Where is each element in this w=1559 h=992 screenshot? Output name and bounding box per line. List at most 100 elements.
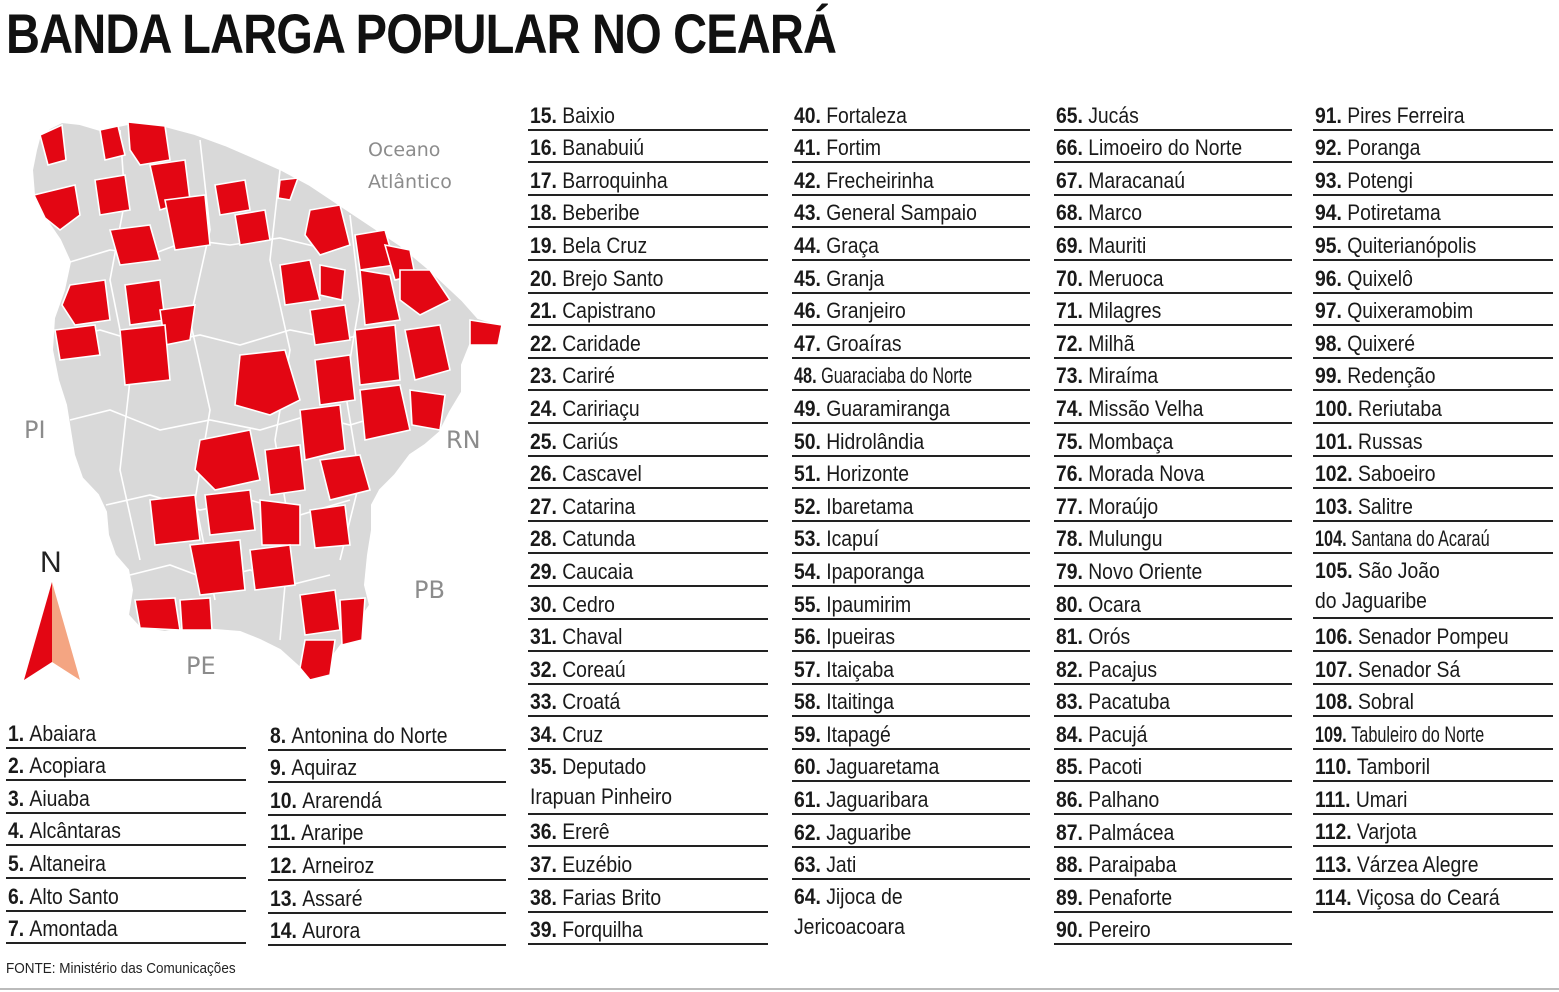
municipality-name: Ibaretama xyxy=(826,493,914,519)
municipality-number: 32. xyxy=(530,656,557,682)
municipality-name: Cruz xyxy=(562,721,604,747)
municipality-highlight xyxy=(32,184,81,232)
municipality-name: Potiretama xyxy=(1347,200,1441,226)
municipality-label: 23. Cariré xyxy=(530,364,615,388)
municipality-name-continued: Irapuan Pinheiro xyxy=(530,783,673,809)
municipality-name: Orós xyxy=(1088,624,1131,650)
municipality-label: 67. Maracanaú xyxy=(1056,168,1185,193)
municipality-highlight xyxy=(359,269,401,326)
municipality-number: 49. xyxy=(794,395,821,421)
source-note: FONTE: Ministério das Comunicações xyxy=(6,960,236,977)
municipality-number: 91. xyxy=(1315,102,1342,128)
municipality-name: Palhano xyxy=(1088,787,1160,813)
municipality-list-item: 22. Caridade xyxy=(528,326,768,359)
municipality-number: 11. xyxy=(270,820,296,846)
municipality-name: Morada Nova xyxy=(1088,461,1205,487)
compass-left-half xyxy=(24,582,52,680)
municipality-number: 52. xyxy=(794,493,821,519)
municipality-name: São João xyxy=(1357,558,1440,584)
municipality-label: 76. Morada Nova xyxy=(1056,462,1204,486)
municipality-label: 79. Novo Oriente xyxy=(1056,558,1203,584)
municipality-list-item: 88. Paraipaba xyxy=(1054,848,1292,881)
municipality-highlight xyxy=(279,259,321,306)
municipality-name-continued: do Jaguaribe xyxy=(1315,588,1427,614)
compass-right-half xyxy=(52,582,80,680)
municipality-number: 36. xyxy=(530,819,557,845)
municipality-name: Itaiçaba xyxy=(826,656,895,682)
municipality-label: 22. Caridade xyxy=(530,331,641,356)
municipality-label: 92. Poranga xyxy=(1315,136,1420,160)
municipality-list-item: 21. Capistrano xyxy=(528,294,768,327)
municipality-list-item: 58. Itaitinga xyxy=(792,685,1030,718)
municipality-name: Umari xyxy=(1355,786,1408,812)
municipality-list-item: 99. Redenção xyxy=(1313,359,1553,392)
municipality-number: 33. xyxy=(530,689,557,715)
municipality-number: 18. xyxy=(530,200,557,226)
municipality-name-continued: Jericoacoara xyxy=(794,914,905,940)
municipality-column: 8. Antonina do Norte 9. Aquiraz 10. Ararendá 1… xyxy=(268,718,506,947)
municipality-label: 26. Cascavel xyxy=(530,462,642,486)
municipality-name: Pereiro xyxy=(1088,917,1151,943)
municipality-name: Farias Brito xyxy=(562,884,662,910)
municipality-number: 114. xyxy=(1315,884,1352,910)
municipality-number: 6. xyxy=(8,883,25,909)
municipality-column: 15. Baixio 16. Banabuiú 17. Barroquinha 18. Beb… xyxy=(528,98,768,946)
municipality-number: 44. xyxy=(794,232,821,258)
municipality-number: 56. xyxy=(794,624,821,650)
municipality-number: 5. xyxy=(8,850,25,876)
municipality-number: 25. xyxy=(530,428,557,454)
municipality-list-item: 91. Pires Ferreira xyxy=(1313,98,1553,131)
municipality-label: 14. Aurora xyxy=(270,919,360,943)
municipality-column: 1. Abaiara 2. Acopiara 3. Aiuaba 4. Alcântaras 5… xyxy=(6,716,246,945)
municipality-label: 101. Russas xyxy=(1315,429,1423,454)
municipality-number: 65. xyxy=(1056,102,1083,128)
municipality-name: Missão Velha xyxy=(1088,395,1204,421)
municipality-label: 45. Granja xyxy=(794,265,885,291)
municipality-label: 3. Aiuaba xyxy=(8,786,90,811)
municipality-number: 106. xyxy=(1315,623,1353,649)
municipality-list-item: 94. Potiretama xyxy=(1313,196,1553,229)
municipality-list-item: 18. Beberibe xyxy=(528,196,768,229)
municipality-name: Pacatuba xyxy=(1088,689,1171,715)
municipality-label: 16. Banabuiú xyxy=(530,136,644,160)
municipality-number: 38. xyxy=(530,884,557,910)
municipality-name: Granja xyxy=(826,265,885,291)
municipality-list-item: 2. Acopiara xyxy=(6,749,246,782)
municipality-number: 35. xyxy=(530,753,557,779)
municipality-list-item: 98. Quixeré xyxy=(1313,326,1553,359)
municipality-name: Jati xyxy=(826,852,857,878)
municipality-number: 88. xyxy=(1056,852,1083,878)
municipality-number: 104. xyxy=(1315,526,1347,552)
municipality-number: 42. xyxy=(794,167,821,193)
municipality-name: Groaíras xyxy=(826,330,902,356)
municipality-list-item: 35. Deputado Irapuan Pinheiro xyxy=(528,750,768,815)
municipality-list-item: 36. Ererê xyxy=(528,815,768,848)
municipality-list-item: 4. Alcântaras xyxy=(6,814,246,847)
municipality-name: Potengi xyxy=(1347,167,1413,193)
municipality-label: 54. Ipaporanga xyxy=(794,559,924,584)
municipality-label: 94. Potiretama xyxy=(1315,201,1441,225)
footer-divider xyxy=(0,988,1559,990)
municipality-list-item: 20. Brejo Santo xyxy=(528,261,768,294)
municipality-label: 81. Orós xyxy=(1056,625,1130,649)
municipality-label: 77. Moraújo xyxy=(1056,494,1158,519)
municipality-name: Santana do Acaraú xyxy=(1351,526,1490,552)
municipality-name: Aurora xyxy=(302,918,361,944)
municipality-label: 61. Jaguaribara xyxy=(794,788,928,812)
municipality-list-item: 15. Baixio xyxy=(528,98,768,131)
municipality-label: 84. Pacujá xyxy=(1056,722,1147,747)
municipality-name: Novo Oriente xyxy=(1088,558,1203,584)
municipality-name: Itaitinga xyxy=(826,689,895,715)
municipality-label: 18. Beberibe xyxy=(530,201,640,225)
municipality-label: 27. Catarina xyxy=(530,494,635,519)
municipality-name: Cariús xyxy=(562,428,619,454)
municipality-list-item: 44. Graça xyxy=(792,228,1030,261)
municipality-number: 51. xyxy=(794,461,821,487)
municipality-label: 44. Graça xyxy=(794,232,879,258)
municipality-number: 50. xyxy=(794,428,821,454)
municipality-highlight xyxy=(119,324,171,386)
municipality-highlight xyxy=(127,121,171,166)
municipality-name: Euzébio xyxy=(562,852,633,878)
municipality-label: 1. Abaiara xyxy=(8,721,96,746)
municipality-number: 12. xyxy=(270,852,297,878)
